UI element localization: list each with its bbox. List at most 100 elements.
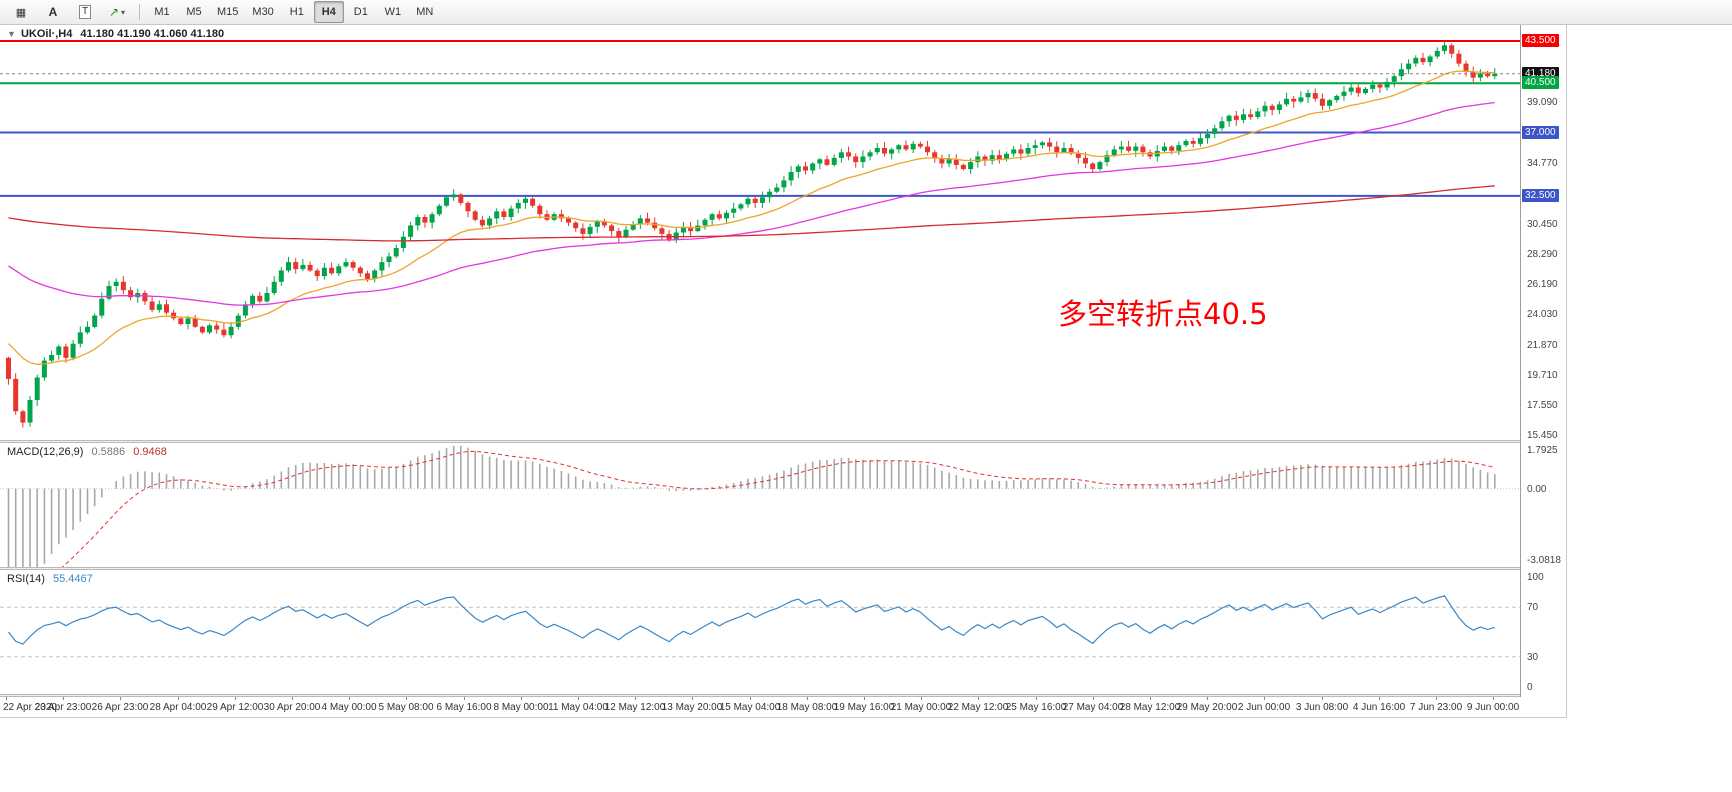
timeframe-button-m15[interactable]: M15	[217, 6, 239, 18]
price-tick-label: 21.870	[1527, 340, 1558, 351]
ma-medium-line	[8, 101, 1495, 306]
time-tick	[864, 697, 865, 700]
price-tick-label: 15.450	[1527, 430, 1558, 441]
price-badge-40.500: 40.500	[1522, 76, 1559, 89]
rsi-axis-label: 100	[1527, 572, 1544, 583]
chart-type-glyph: ▦	[15, 6, 27, 19]
rsi-name: RSI(14)	[7, 573, 45, 585]
time-axis-label: 8 May 00:00	[493, 702, 549, 713]
text-label-tool-button[interactable]: A	[38, 1, 68, 23]
time-tick	[1493, 697, 1494, 700]
text-tool-glyph: T	[78, 5, 92, 19]
macd-axis-label: 0.00	[1527, 484, 1547, 495]
time-tick	[807, 697, 808, 700]
rsi-axis-label: 30	[1527, 652, 1539, 663]
ohlc-values: 41.180 41.190 41.060 41.180	[80, 28, 225, 40]
panel-separator[interactable]	[0, 567, 1566, 570]
arrow-icon: ↗	[108, 5, 120, 19]
price-tick-label: 34.770	[1527, 158, 1558, 169]
price-tick-label: 19.710	[1527, 370, 1558, 381]
time-axis-label: 22 May 12:00	[947, 702, 1009, 713]
time-tick	[521, 697, 522, 700]
text-label-glyph: A	[48, 5, 58, 19]
time-tick	[120, 697, 121, 700]
macd-histogram	[7, 445, 1496, 567]
price-tick-label: 39.090	[1527, 97, 1558, 108]
macd-name: MACD(12,26,9)	[7, 446, 84, 458]
panel-separator[interactable]	[0, 694, 1566, 697]
time-tick	[1036, 697, 1037, 700]
time-axis[interactable]: 22 Apr 2020 23 Apr 23:00 26 Apr 23:00 28 Ap…	[0, 697, 1520, 717]
rsi-label: RSI(14) 55.4467	[7, 573, 93, 585]
time-tick	[1436, 697, 1437, 700]
timeframe-group: M1 M5 M15 M30 H1 H4 D1 W1 MN	[146, 1, 441, 23]
time-axis-label: 2 Jun 00:00	[1237, 702, 1291, 713]
macd-panel[interactable]: MACD(12,26,9) 0.5886 0.9468	[0, 443, 1520, 567]
time-tick	[6, 697, 7, 700]
time-tick	[292, 697, 293, 700]
time-axis-label: 12 May 12:00	[604, 702, 666, 713]
timeframe-button-m30[interactable]: M30	[252, 6, 274, 18]
main-chart-panel[interactable]: ▼ UKOil·,H4 41.180 41.190 41.060 41.180 …	[0, 25, 1520, 440]
chevron-down-icon: ▾	[121, 7, 126, 17]
top-toolbar: ▦ A T ↗ ▾ M1 M5 M15 M30 H1 H4 D1 W1 MN	[0, 0, 1732, 25]
ma-fast-line	[8, 70, 1495, 365]
macd-value-signal: 0.9468	[133, 446, 167, 458]
time-tick	[406, 697, 407, 700]
time-tick	[1264, 697, 1265, 700]
time-tick	[692, 697, 693, 700]
time-axis-label: 5 May 08:00	[378, 702, 434, 713]
candlestick-plot[interactable]	[0, 25, 1520, 440]
rsi-plot[interactable]	[0, 570, 1520, 694]
time-axis-label: 9 Jun 00:00	[1466, 702, 1520, 713]
ma-slow-line	[8, 185, 1495, 242]
macd-axis-label: 1.7925	[1527, 445, 1558, 456]
time-axis-label: 29 Apr 12:00	[206, 702, 264, 713]
symbol-label: UKOil·,H4	[20, 28, 73, 40]
chart-annotation-text: 多空转折点40.5	[1058, 297, 1268, 331]
chart-header: ▼ UKOil·,H4 41.180 41.190 41.060 41.180	[7, 28, 224, 40]
rsi-line	[8, 595, 1495, 645]
macd-label: MACD(12,26,9) 0.5886 0.9468	[7, 446, 167, 458]
time-axis-label: 26 Apr 23:00	[91, 702, 149, 713]
chart-window: ▼ UKOil·,H4 41.180 41.190 41.060 41.180 …	[0, 25, 1567, 718]
macd-plot[interactable]	[0, 443, 1520, 567]
chart-type-icon[interactable]: ▦	[6, 1, 36, 23]
price-tick-label: 30.450	[1527, 219, 1558, 230]
macd-signal-line	[61, 450, 1495, 567]
time-tick	[1093, 697, 1094, 700]
time-tick	[635, 697, 636, 700]
time-tick	[1150, 697, 1151, 700]
price-tick-label: 28.290	[1527, 249, 1558, 260]
macd-value-main: 0.5886	[91, 446, 126, 458]
time-tick	[1322, 697, 1323, 700]
shapes-tool-button[interactable]: ↗ ▾	[102, 1, 132, 23]
timeframe-button-mn[interactable]: MN	[416, 6, 434, 18]
rsi-axis-label: 0	[1527, 682, 1533, 693]
panel-separator[interactable]	[0, 440, 1566, 443]
price-badge-43.500: 43.500	[1522, 34, 1559, 47]
time-axis-label: 7 Jun 23:00	[1409, 702, 1463, 713]
time-axis-label: 21 May 00:00	[890, 702, 952, 713]
time-tick	[1379, 697, 1380, 700]
time-axis-label: 30 Apr 20:00	[263, 702, 321, 713]
price-tick-label: 26.190	[1527, 279, 1558, 290]
timeframe-button-m1[interactable]: M1	[154, 6, 170, 18]
time-tick	[464, 697, 465, 700]
time-tick	[235, 697, 236, 700]
price-axis[interactable]: 39.090 34.770 30.450 28.290 26.190 24.030 21.8…	[1520, 25, 1566, 697]
moving-averages	[8, 70, 1495, 365]
time-axis-label: 4 May 00:00	[321, 702, 377, 713]
timeframe-button-w1[interactable]: W1	[384, 6, 402, 18]
timeframe-button-d1[interactable]: D1	[353, 6, 368, 18]
time-axis-label: 4 Jun 16:00	[1352, 702, 1406, 713]
timeframe-button-h4[interactable]: H4	[313, 1, 344, 23]
time-axis-label: 27 May 04:00	[1062, 702, 1124, 713]
timeframe-button-m5[interactable]: M5	[186, 6, 202, 18]
time-axis-label: 11 May 04:00	[548, 702, 608, 713]
time-tick	[750, 697, 751, 700]
rsi-panel[interactable]: RSI(14) 55.4467	[0, 570, 1520, 694]
timeframe-button-h1[interactable]: H1	[289, 6, 304, 18]
text-tool-button[interactable]: T	[70, 1, 100, 23]
collapse-icon[interactable]: ▼	[7, 29, 16, 39]
